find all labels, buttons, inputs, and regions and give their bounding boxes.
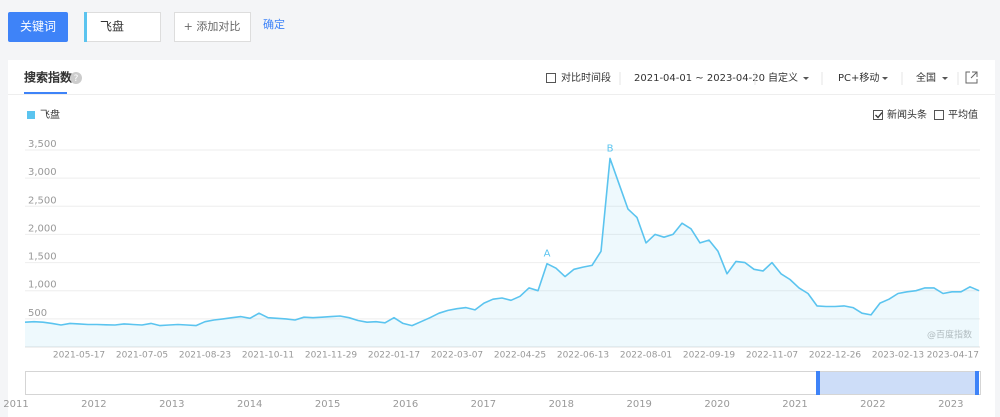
- keyword-input-text[interactable]: 飞盘: [100, 19, 124, 34]
- keyword-input[interactable]: [84, 12, 161, 42]
- overview-handle[interactable]: [975, 371, 979, 395]
- add-compare-label[interactable]: + 添加对比: [184, 19, 241, 33]
- x-tick-label: 2023-04-17: [927, 351, 979, 361]
- overview-year: 2023: [938, 399, 963, 410]
- overview-year: 2014: [237, 399, 262, 410]
- dropdown-arrow[interactable]: [942, 77, 948, 80]
- overview-frame: [25, 371, 981, 395]
- help-icon[interactable]: [70, 72, 82, 84]
- overview-year: 2021: [782, 399, 807, 410]
- x-tick-label: 2022-12-26: [809, 351, 862, 361]
- checkbox[interactable]: [873, 110, 883, 120]
- x-tick-label: 2022-04-25: [494, 351, 546, 361]
- overview-year: 2015: [315, 399, 340, 410]
- keyword-button-label[interactable]: 关键词: [20, 20, 56, 34]
- legend-swatch: [27, 111, 35, 119]
- check-mark: [875, 112, 883, 119]
- y-tick-label: 1,000: [28, 280, 57, 291]
- y-tick-label: 3,000: [28, 167, 57, 178]
- x-tick-label: 2022-03-07: [431, 351, 483, 361]
- x-tick-label: 2022-06-13: [557, 351, 609, 361]
- confirm-link[interactable]: 确定: [263, 17, 285, 31]
- tab-underline: [24, 92, 67, 94]
- area: [25, 158, 979, 347]
- line: [24, 157, 980, 327]
- input-color-bar: [84, 12, 87, 42]
- overview-year: 2011: [3, 399, 28, 410]
- x-tick-label: 2022-11-07: [746, 351, 798, 361]
- overview-year: 2018: [549, 399, 574, 410]
- checkbox[interactable]: [546, 73, 556, 83]
- overview-year: 2020: [704, 399, 729, 410]
- news-label[interactable]: 新闻头条: [887, 108, 927, 121]
- overview-year: 2022: [860, 399, 885, 410]
- annotation: B: [607, 143, 614, 154]
- x-tick-label: 2021-07-05: [116, 351, 168, 361]
- y-tick-label: 2,500: [28, 195, 57, 206]
- legend-label[interactable]: 飞盘: [40, 108, 60, 121]
- compare-period-label[interactable]: 对比时间段: [561, 71, 611, 84]
- export-icon[interactable]: [965, 71, 978, 84]
- overview-selection[interactable]: [818, 372, 977, 394]
- y-tick-label: 3,500: [28, 139, 57, 150]
- overview-year: 2012: [81, 399, 106, 410]
- dropdown-arrow[interactable]: [882, 77, 888, 80]
- region-select[interactable]: 全国: [916, 71, 936, 84]
- tab-label[interactable]: 搜索指数: [24, 70, 73, 85]
- watermark: @百度指数: [927, 329, 972, 341]
- y-tick-label: 1,500: [28, 252, 57, 263]
- x-tick-label: 2021-11-29: [305, 351, 358, 361]
- custom-select[interactable]: 自定义: [768, 71, 798, 84]
- x-tick-label: 2021-10-11: [242, 351, 294, 361]
- x-tick-label: 2022-01-17: [368, 351, 420, 361]
- overview-year: 2016: [393, 399, 418, 410]
- average-label[interactable]: 平均值: [948, 108, 978, 121]
- y-tick-label: 500: [28, 308, 47, 319]
- x-tick-label: 2021-05-17: [53, 351, 105, 361]
- x-tick-label: 2021-08-23: [179, 351, 231, 361]
- overview-year: 2013: [159, 399, 184, 410]
- x-tick-label: 2022-08-01: [620, 351, 672, 361]
- device-select[interactable]: PC+移动: [838, 71, 879, 84]
- panel: [8, 60, 995, 417]
- help-icon-text[interactable]: ?: [74, 74, 79, 84]
- x-tick-label: 2022-09-19: [683, 351, 736, 361]
- overview-handle[interactable]: [816, 371, 820, 395]
- dropdown-arrow[interactable]: [803, 77, 809, 80]
- date-range[interactable]: 2021-04-01 ~ 2023-04-20: [634, 73, 765, 84]
- keyword-button[interactable]: [8, 12, 68, 42]
- overview-year: 2017: [471, 399, 496, 410]
- annotation: A: [544, 249, 551, 260]
- y-tick-label: 2,000: [28, 223, 57, 234]
- add-compare-button[interactable]: [174, 12, 251, 42]
- overview-year: 2019: [626, 399, 651, 410]
- x-tick-label: 2023-02-13: [872, 351, 924, 361]
- checkbox[interactable]: [934, 110, 944, 120]
